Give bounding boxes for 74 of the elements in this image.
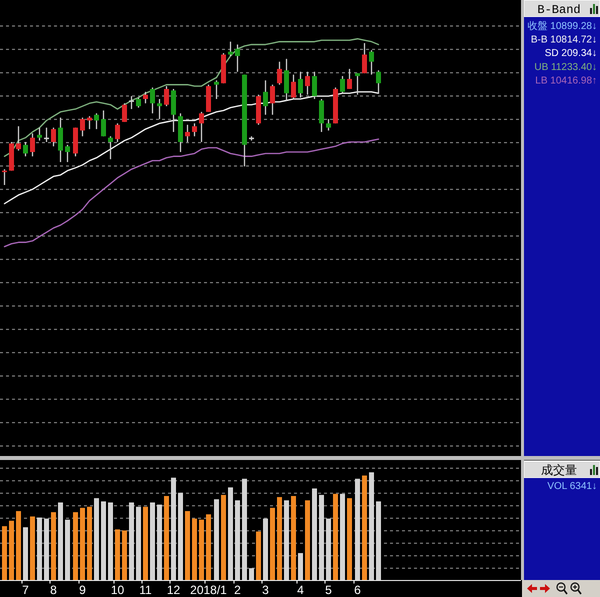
bar	[108, 502, 113, 580]
bar	[164, 496, 169, 580]
bar	[355, 478, 360, 580]
bar	[157, 504, 162, 580]
bar	[129, 502, 134, 580]
x-tick-label: 4	[297, 583, 304, 597]
bar	[369, 472, 374, 580]
bar	[136, 506, 141, 580]
bar	[228, 487, 233, 580]
bar	[206, 514, 211, 580]
bar	[30, 516, 35, 580]
bar	[291, 496, 296, 580]
bar	[101, 501, 106, 580]
bar	[122, 530, 127, 580]
bar	[37, 518, 42, 580]
bar	[51, 512, 56, 580]
bar	[277, 497, 282, 580]
bar	[242, 478, 247, 580]
x-tick-label: 7	[22, 583, 30, 597]
bar	[80, 508, 85, 580]
x-tick-label: 6	[354, 583, 362, 597]
bar	[347, 498, 352, 580]
legend-title: B-Band	[537, 3, 581, 17]
bar	[305, 500, 310, 580]
bar	[340, 494, 345, 580]
bar	[185, 511, 190, 580]
bar	[333, 494, 338, 580]
bar	[362, 476, 367, 580]
bar	[263, 518, 268, 580]
bar	[58, 502, 63, 580]
x-tick-label: 12	[166, 583, 180, 597]
bar	[23, 527, 28, 580]
bar	[9, 520, 14, 580]
x-tick-label: 2018/1	[190, 583, 228, 597]
bar	[199, 520, 204, 580]
bar	[115, 529, 120, 580]
x-tick-label: 8	[50, 583, 58, 597]
bar	[87, 506, 92, 580]
bar	[2, 526, 7, 580]
x-tick-label: 3	[262, 583, 270, 597]
bar	[298, 553, 303, 580]
bar	[94, 498, 99, 580]
bar	[192, 518, 197, 580]
text: SD 209.34↓	[544, 48, 597, 60]
text: VOL 6341↓	[547, 481, 597, 492]
bar	[235, 500, 240, 580]
bar	[214, 499, 219, 580]
bar	[178, 492, 183, 580]
text: LB 10416.98↑	[535, 75, 597, 86]
bar	[270, 508, 275, 580]
bar	[73, 512, 78, 580]
bar	[150, 502, 155, 580]
bar	[221, 494, 226, 580]
bar	[171, 478, 176, 580]
x-tick-label: 10	[110, 583, 124, 597]
bar	[44, 518, 49, 580]
text: UB 11233.40↓	[534, 62, 597, 73]
bar	[143, 506, 148, 580]
bar	[312, 488, 317, 580]
x-tick-label: 9	[79, 583, 86, 597]
bar	[284, 500, 289, 580]
x-tick-label: 11	[139, 583, 152, 597]
bar	[65, 520, 70, 580]
bar	[326, 518, 331, 580]
bar	[319, 494, 324, 580]
x-tick-label: 2	[234, 583, 242, 597]
text: B-B 10814.72↓	[530, 34, 597, 46]
text: 成交量	[541, 463, 577, 478]
bar	[16, 511, 21, 580]
x-tick-label: 5	[325, 583, 332, 597]
bar	[249, 568, 254, 580]
bar	[376, 501, 381, 580]
text: 收盤 10899.28↓	[528, 20, 597, 32]
bar	[256, 532, 261, 580]
